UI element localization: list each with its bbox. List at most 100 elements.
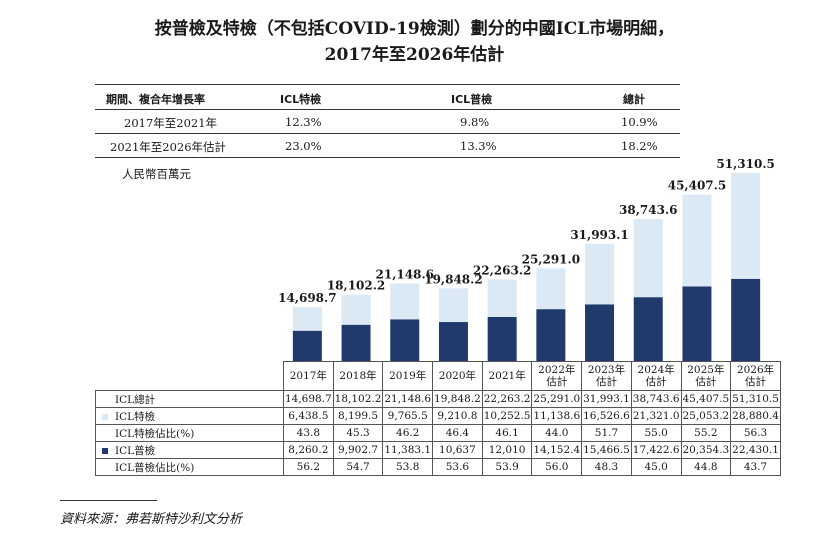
bar-special-2 bbox=[390, 283, 420, 320]
summary-table-top-rule bbox=[95, 84, 680, 85]
year-label-2-line-0: 2019年 bbox=[389, 370, 427, 382]
cell-2-0: 43.8 bbox=[283, 424, 334, 442]
summary-table-bottom-rule bbox=[95, 157, 680, 158]
bar-special-3 bbox=[438, 288, 468, 323]
cell-3-1: 9,902.7 bbox=[332, 441, 384, 459]
bar-special-9 bbox=[731, 173, 761, 279]
total-label-7: 38,743.6 bbox=[619, 203, 677, 217]
row-label-text-0: ICL總計 bbox=[115, 393, 156, 406]
year-label-9-line-0: 2026年 bbox=[736, 364, 775, 376]
summary-row1-period: 2017年至2021年 bbox=[124, 116, 218, 130]
source-rule bbox=[60, 500, 157, 501]
bar-special-8 bbox=[682, 194, 712, 287]
cell-4-1: 54.7 bbox=[332, 458, 384, 476]
cell-4-6: 48.3 bbox=[581, 458, 632, 476]
year-label-7-line-1: 估計 bbox=[645, 376, 667, 388]
bar-special-6 bbox=[585, 243, 615, 305]
year-label-1: 2018年 bbox=[332, 361, 384, 391]
year-label-5: 2022年 估計 bbox=[531, 361, 583, 391]
bar-general-4 bbox=[487, 316, 517, 361]
summary-row2-total: 18.2% bbox=[621, 139, 658, 153]
bar-special-0 bbox=[292, 307, 322, 331]
cell-4-5: 56.0 bbox=[531, 458, 583, 476]
cell-1-2: 9,765.5 bbox=[382, 407, 434, 425]
summary-table-row-rule bbox=[95, 133, 680, 134]
summary-row1-general: 9.8% bbox=[460, 115, 490, 129]
summary-header-period: 期間、複合年增長率 bbox=[106, 93, 205, 106]
bar-general-0 bbox=[292, 330, 322, 361]
cell-4-8: 44.8 bbox=[680, 458, 732, 476]
year-label-4: 2021年 bbox=[481, 361, 533, 391]
cell-1-9: 28,880.4 bbox=[730, 407, 781, 425]
legend-swatch-special bbox=[102, 413, 108, 420]
bar-general-7 bbox=[633, 297, 663, 361]
cell-2-8: 55.2 bbox=[680, 424, 732, 442]
row-label-text-4: ICL普檢佔比(%) bbox=[115, 461, 195, 474]
summary-header-special: ICL特檢 bbox=[280, 93, 322, 106]
year-label-0: 2017年 bbox=[283, 361, 334, 391]
cell-3-8: 20,354.3 bbox=[680, 441, 732, 459]
total-label-9: 51,310.5 bbox=[716, 157, 774, 171]
data-table: 2017年 2018年 2019年 2020年 2021年 2022年 估計 2023年 估計 2… bbox=[95, 361, 781, 476]
total-label-6: 31,993.1 bbox=[570, 228, 628, 242]
bar-special-5 bbox=[536, 268, 566, 310]
bar-general-2 bbox=[390, 319, 420, 361]
row-label-3: ICL普檢 bbox=[95, 441, 284, 459]
year-label-8: 2025年 估計 bbox=[680, 361, 732, 391]
cell-3-4: 12,010 bbox=[481, 441, 533, 459]
cell-2-2: 46.2 bbox=[382, 424, 434, 442]
cell-3-9: 22,430.1 bbox=[730, 441, 781, 459]
row-label-2: ICL特檢佔比(%) bbox=[95, 424, 284, 442]
cell-3-7: 17,422.6 bbox=[630, 441, 682, 459]
cell-1-5: 11,138.6 bbox=[531, 407, 583, 425]
bar-special-4 bbox=[487, 279, 517, 317]
year-label-5-line-0: 2022年 bbox=[538, 364, 576, 376]
table-row: ICL特檢佔比(%) 43.8 45.3 46.2 46.4 46.1 44.0 51.7 55… bbox=[95, 424, 781, 442]
cell-3-3: 10,637 bbox=[432, 441, 483, 459]
year-label-0-line-0: 2017年 bbox=[289, 370, 327, 382]
row-label-4: ICL普檢佔比(%) bbox=[95, 458, 284, 476]
summary-header-general: ICL普檢 bbox=[451, 93, 493, 106]
cell-4-3: 53.6 bbox=[432, 458, 483, 476]
cell-3-6: 15,466.5 bbox=[581, 441, 632, 459]
summary-header-total: 總計 bbox=[623, 93, 645, 106]
data-table-corner bbox=[95, 361, 284, 391]
cell-1-8: 25,053.2 bbox=[680, 407, 732, 425]
cell-1-7: 21,321.0 bbox=[630, 407, 682, 425]
table-row: ICL特檢 6,438.5 8,199.5 9,765.5 9,210.8 10,252.… bbox=[95, 407, 781, 425]
year-label-7: 2024年 估計 bbox=[630, 361, 682, 391]
year-label-4-line-0: 2021年 bbox=[488, 370, 526, 382]
table-row: ICL總計 14,698.7 18,102.2 21,148.6 19,848.2 22,… bbox=[95, 390, 781, 408]
year-label-6-line-1: 估計 bbox=[595, 376, 617, 388]
cell-4-2: 53.8 bbox=[382, 458, 434, 476]
cell-1-4: 10,252.5 bbox=[481, 407, 533, 425]
row-label-1: ICL特檢 bbox=[95, 407, 284, 425]
year-label-6: 2023年 估計 bbox=[581, 361, 632, 391]
year-label-1-line-0: 2018年 bbox=[339, 370, 377, 382]
year-label-9: 2026年 估計 bbox=[730, 361, 781, 391]
cell-1-6: 16,526.6 bbox=[581, 407, 632, 425]
year-label-9-line-1: 估計 bbox=[745, 376, 767, 388]
cell-4-0: 56.2 bbox=[283, 458, 334, 476]
year-label-7-line-0: 2024年 bbox=[637, 364, 675, 376]
cell-2-7: 55.0 bbox=[630, 424, 682, 442]
summary-row2-general: 13.3% bbox=[460, 139, 497, 153]
cell-3-2: 11,383.1 bbox=[382, 441, 434, 459]
legend-swatch-general bbox=[102, 447, 108, 454]
year-label-6-line-0: 2023年 bbox=[587, 364, 626, 376]
cell-1-1: 8,199.5 bbox=[332, 407, 384, 425]
data-table-header-row: 2017年 2018年 2019年 2020年 2021年 2022年 估計 2023年 估計 2… bbox=[95, 361, 781, 391]
total-label-4: 22,263.2 bbox=[473, 263, 531, 277]
chart-title-line2: 2017年至2026年估計 bbox=[324, 45, 505, 65]
bar-special-1 bbox=[341, 294, 371, 325]
cell-2-4: 46.1 bbox=[481, 424, 533, 442]
cell-0-1: 18,102.2 bbox=[332, 390, 384, 408]
cell-0-4: 22,263.2 bbox=[481, 390, 533, 408]
cell-0-3: 19,848.2 bbox=[432, 390, 483, 408]
cell-2-6: 51.7 bbox=[581, 424, 632, 442]
summary-row1-total: 10.9% bbox=[621, 115, 658, 129]
total-label-8: 45,407.5 bbox=[668, 179, 726, 193]
row-label-text-2: ICL特檢佔比(%) bbox=[115, 427, 195, 440]
cell-1-3: 9,210.8 bbox=[432, 407, 483, 425]
cell-0-0: 14,698.7 bbox=[283, 390, 334, 408]
